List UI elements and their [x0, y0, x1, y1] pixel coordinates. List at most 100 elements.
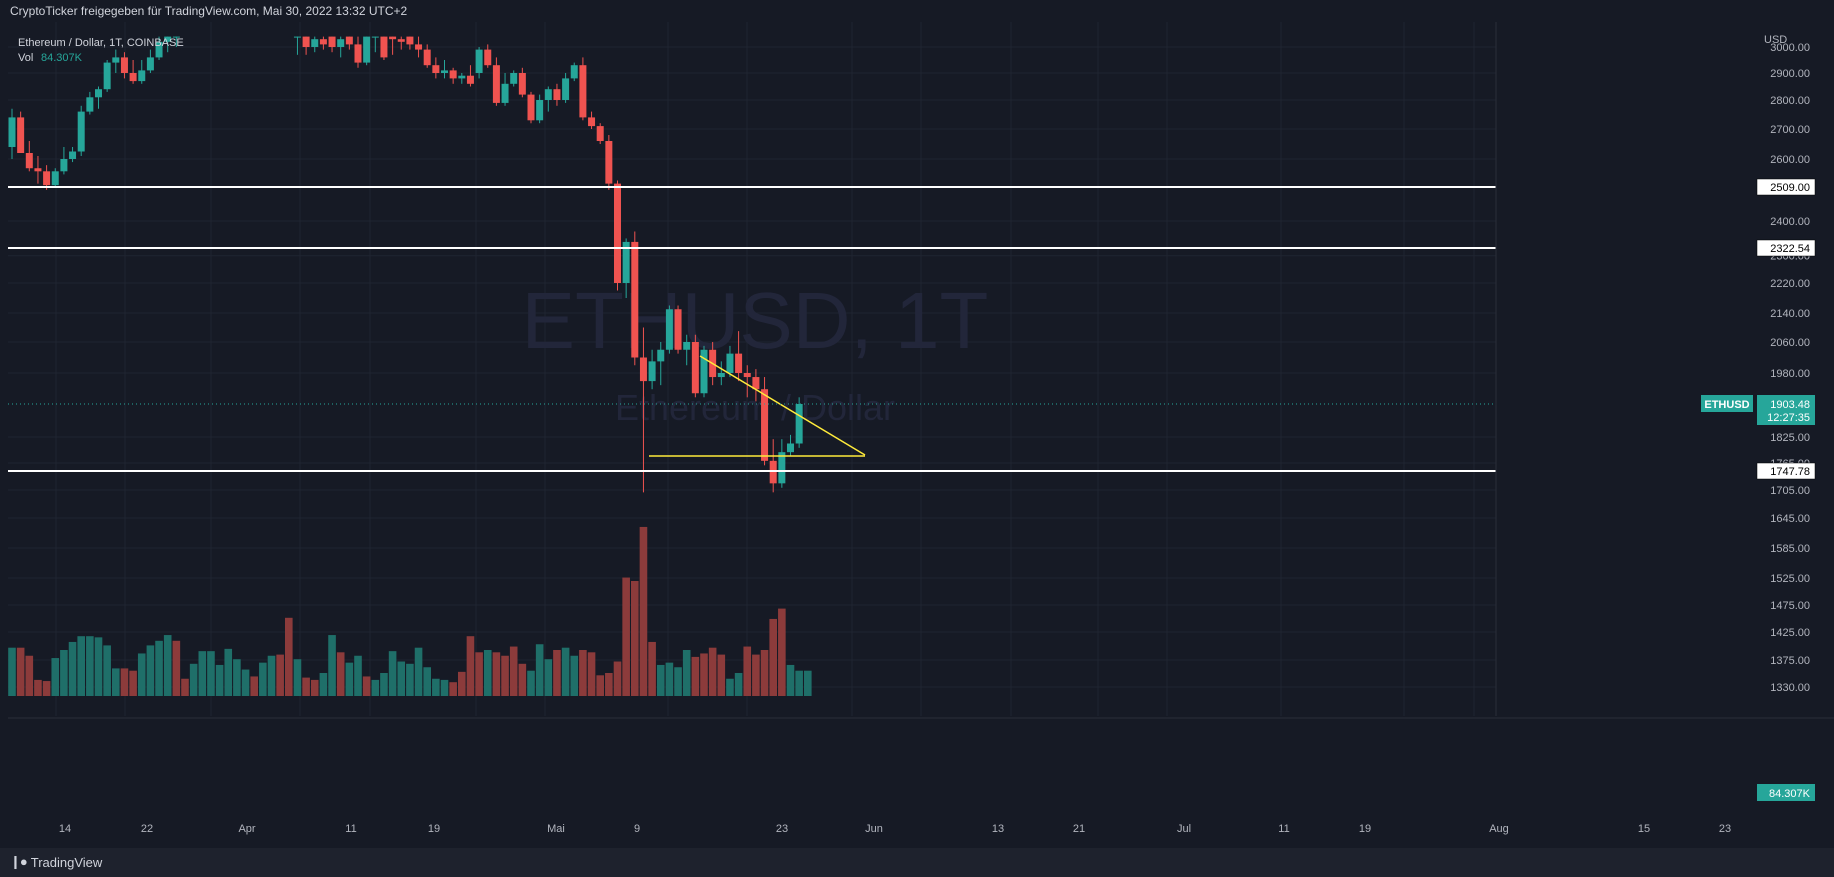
volume-bar	[380, 673, 388, 696]
volume-bar	[579, 650, 587, 696]
triangle-pattern	[649, 355, 866, 457]
volume-bar	[509, 646, 518, 696]
volume-bar	[60, 650, 68, 696]
candle-body	[69, 151, 77, 159]
level-lines	[8, 186, 1496, 472]
candle-body	[25, 153, 33, 169]
volume-bar	[371, 679, 380, 696]
level-label-box	[1756, 462, 1816, 480]
volume-series	[8, 526, 812, 696]
volume-bar	[501, 655, 509, 696]
volume-bar	[682, 650, 691, 696]
candle-body	[51, 171, 59, 186]
level-label-box	[1756, 178, 1816, 196]
candle-body	[761, 389, 769, 461]
candle-body	[700, 349, 708, 394]
candle-body	[380, 36, 388, 58]
volume-bar	[691, 656, 700, 696]
candle-body	[389, 36, 397, 40]
volume-bar	[172, 640, 181, 696]
time-axis: 14 22 Apr 11 19 Mai 9 23 Jun 13 21 Jul 11 19 Aug 15 23	[59, 823, 1731, 835]
volume-bar	[354, 655, 362, 696]
time-tick-label: 23	[1719, 823, 1731, 835]
volume-bar	[804, 670, 812, 696]
volume-bar	[717, 654, 726, 696]
volume-bar	[120, 668, 129, 696]
candle-body	[717, 373, 725, 378]
volume-bar	[587, 652, 596, 696]
price-tick-label: 1585.00	[1770, 543, 1810, 555]
candle-body	[43, 171, 51, 186]
volume-bar	[535, 644, 544, 696]
candle-body	[639, 357, 647, 382]
volume-bar	[544, 659, 553, 696]
volume-bar	[734, 673, 743, 696]
candle-body	[164, 36, 172, 42]
volume-bar	[631, 581, 639, 696]
candle-body	[735, 353, 743, 373]
price-tick-label: 2220.00	[1770, 278, 1810, 290]
volume-bar	[328, 635, 336, 696]
volume-bar	[388, 651, 397, 696]
price-tick-label: 2800.00	[1770, 95, 1810, 107]
symbol-line: Ethereum / Dollar, 1T, COINBASE	[18, 37, 184, 49]
tradingview-logo[interactable]: ❙● TradingView	[10, 854, 102, 870]
volume-bar	[743, 646, 752, 696]
candle-body	[112, 57, 120, 63]
time-tick-label: 14	[59, 823, 71, 835]
candle-body	[397, 39, 405, 42]
candle-body	[120, 57, 128, 73]
candle-body	[466, 75, 474, 84]
candle-body	[138, 70, 146, 82]
volume-axis-label: 84.307K	[1769, 788, 1811, 800]
candle-body	[302, 36, 310, 47]
candle-body	[77, 111, 85, 152]
candle-series	[8, 36, 803, 493]
volume-bar	[302, 677, 310, 696]
volume-bar	[518, 663, 527, 696]
candle-body	[34, 168, 42, 172]
volume-bar	[129, 670, 137, 696]
candle-body	[518, 73, 526, 95]
volume-bar	[163, 635, 172, 696]
volume-bar	[267, 655, 276, 696]
candle-body	[406, 36, 414, 45]
volume-label-box	[1757, 784, 1815, 801]
volume-bar	[778, 608, 786, 696]
volume-bar	[423, 667, 431, 696]
volume-bar	[51, 658, 60, 696]
time-tick-label: 23	[776, 823, 788, 835]
candle-body	[17, 117, 25, 153]
volume-bar	[8, 647, 16, 696]
candle-body	[562, 78, 570, 100]
last-price-countdown: 12:27:35	[1767, 412, 1810, 424]
volume-bar	[285, 617, 293, 696]
vol-label: Vol	[18, 52, 33, 64]
candle-body	[544, 89, 552, 100]
volume-bar	[233, 659, 241, 696]
volume-bar	[86, 636, 94, 696]
time-tick-label: 19	[428, 823, 440, 835]
candle-body	[363, 36, 371, 63]
candle-body	[8, 117, 16, 147]
volume-bar	[345, 662, 354, 696]
volume-bar	[406, 663, 414, 696]
volume-bar	[215, 664, 224, 696]
volume-bar	[492, 652, 501, 696]
watermark-name: Ethereum / Dollar	[615, 387, 895, 428]
candle-body	[449, 70, 457, 79]
volume-bar	[786, 664, 795, 696]
time-tick-label: Apr	[238, 823, 255, 835]
volume-bar	[42, 681, 51, 696]
volume-bar	[613, 661, 622, 696]
price-tick-label: 1475.00	[1770, 600, 1810, 612]
candle-body	[570, 65, 578, 79]
candle-body	[484, 49, 492, 66]
volume-bar	[397, 661, 406, 696]
volume-bar	[432, 678, 440, 696]
candle-body	[683, 342, 691, 350]
volume-bar	[639, 526, 648, 696]
candle-body	[743, 373, 751, 378]
